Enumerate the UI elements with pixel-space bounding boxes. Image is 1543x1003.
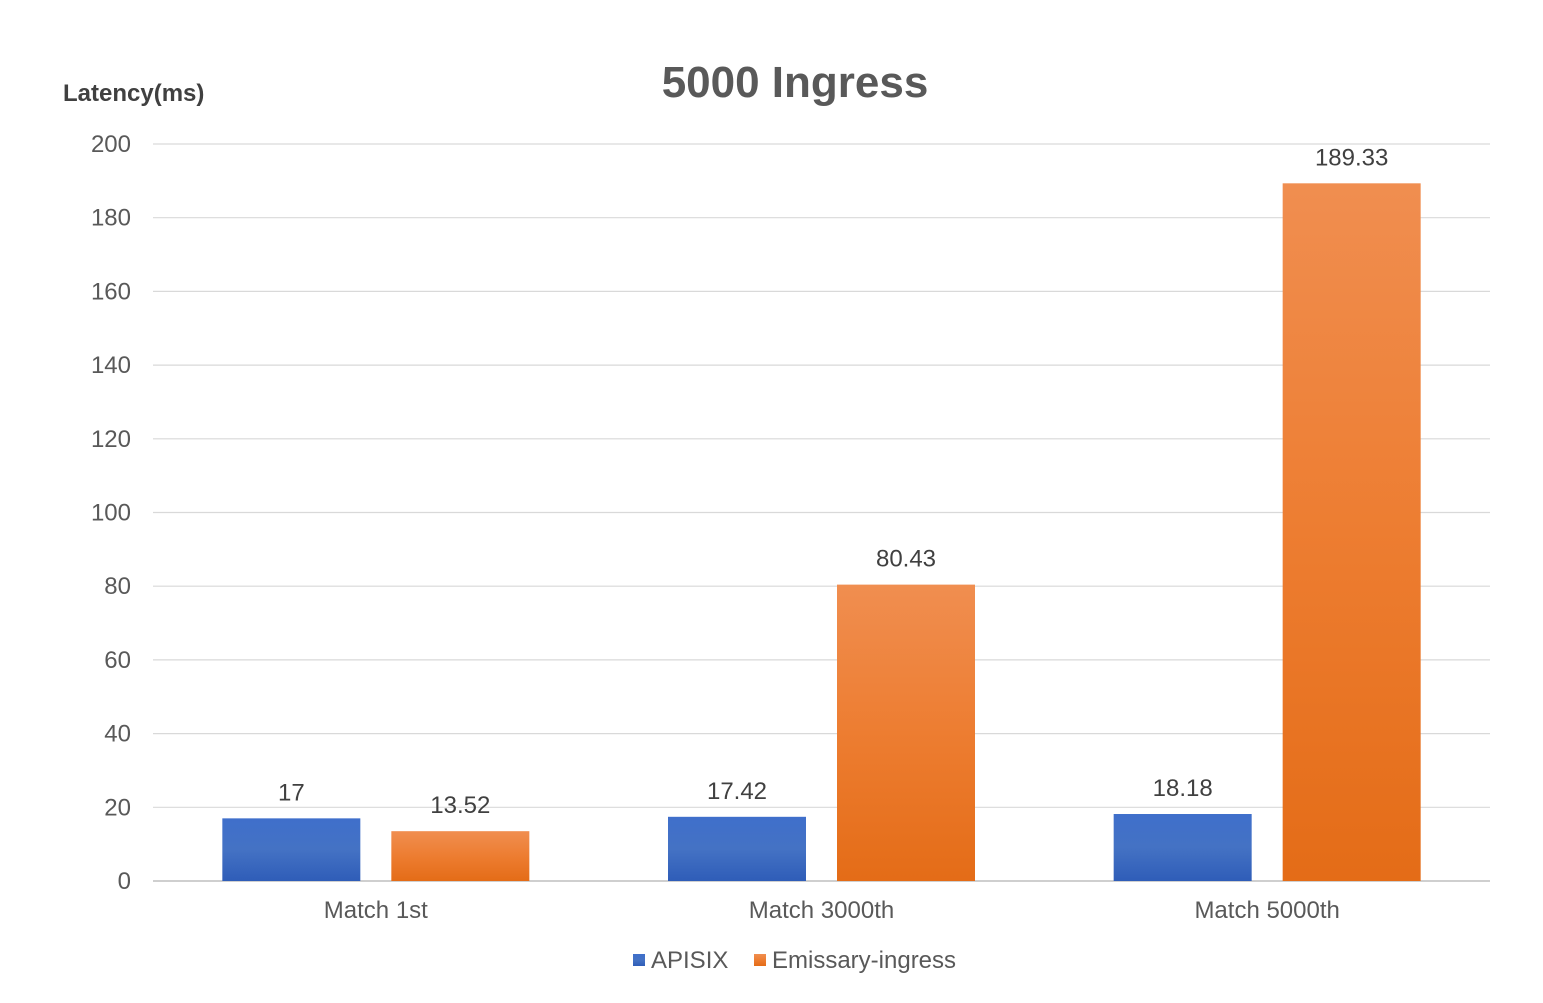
y-tick-label: 180 [91,205,131,232]
data-label: 17 [278,779,305,806]
y-tick-label: 160 [91,278,131,305]
y-tick-label: 20 [104,794,131,821]
data-labels: 17 13.52 17.42 80.43 18.18 189.33 [278,144,1388,819]
y-axis-ticks: 0 20 40 60 80 100 120 140 160 180 200 [91,131,131,895]
x-axis-ticks: Match 1st Match 3000th Match 5000th [324,897,1340,924]
y-tick-label: 40 [104,721,131,748]
legend-label: Emissary-ingress [772,947,956,974]
gridlines [153,143,1490,882]
x-tick-label: Match 3000th [749,897,894,924]
y-tick-label: 100 [91,500,131,527]
bar-apisix [1113,814,1252,881]
bar-emissary-ingress [1282,183,1421,881]
legend-swatch-emissary-ingress [754,954,766,966]
data-label: 13.52 [430,792,490,819]
y-tick-label: 120 [91,426,131,453]
bar-apisix [222,818,361,881]
y-tick-label: 200 [91,131,131,158]
y-tick-label: 80 [104,573,131,600]
data-label: 17.42 [707,778,767,805]
data-label: 80.43 [876,546,936,573]
y-tick-label: 60 [104,647,131,674]
bar-emissary-ingress [837,584,975,881]
data-label: 189.33 [1315,144,1388,171]
bar-emissary-ingress [391,831,530,881]
legend-swatch-apisix [633,954,645,966]
y-tick-label: 140 [91,352,131,379]
x-tick-label: Match 5000th [1194,897,1339,924]
bars [222,183,1421,881]
y-tick-label: 0 [118,868,131,895]
legend: APISIX Emissary-ingress [633,947,956,974]
data-label: 18.18 [1153,775,1213,802]
bar-apisix [668,816,806,881]
x-tick-label: Match 1st [324,897,428,924]
y-axis-label: Latency(ms) [63,80,204,107]
legend-label: APISIX [651,947,728,974]
chart-title: 5000 Ingress [662,58,929,107]
